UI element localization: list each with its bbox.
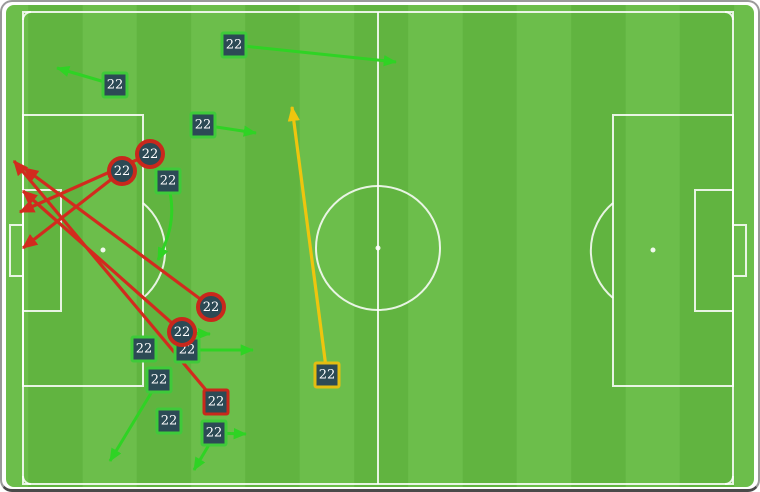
green-pass-arrow <box>108 379 161 462</box>
event-marker-square-green[interactable]: 22 <box>189 111 217 139</box>
goal-right <box>732 224 747 277</box>
red-pass-arrow <box>21 169 123 250</box>
event-marker-square-green[interactable]: 22 <box>145 366 173 394</box>
event-marker-square-green[interactable]: 22 <box>155 407 183 435</box>
event-marker-square-green[interactable]: 22 <box>200 419 228 447</box>
event-marker-circle-red[interactable]: 22 <box>135 139 165 169</box>
red-pass-arrow <box>22 166 212 309</box>
corner-arc-bottom-right <box>724 475 734 485</box>
center-spot <box>375 245 381 251</box>
corner-arc-top-right <box>724 11 734 21</box>
event-marker-circle-red[interactable]: 22 <box>196 292 226 322</box>
event-marker-circle-red[interactable]: 22 <box>107 156 137 186</box>
green-pass-arrow <box>233 43 397 67</box>
green-pass-arrow <box>156 184 174 261</box>
event-marker-square-yellow[interactable]: 22 <box>313 361 341 389</box>
red-pass-arrow <box>21 189 184 334</box>
event-marker-square-red[interactable]: 22 <box>202 388 230 416</box>
penalty-spot-left <box>100 247 106 253</box>
corner-arc-bottom-left <box>22 475 32 485</box>
event-marker-square-green[interactable]: 22 <box>130 335 158 363</box>
penalty-spot-right <box>650 247 656 253</box>
goal-left <box>9 224 24 277</box>
yellow-pass-arrow <box>287 105 329 376</box>
event-marker-circle-red[interactable]: 22 <box>167 317 197 347</box>
event-marker-square-green[interactable]: 22 <box>154 167 182 195</box>
center-circle <box>315 185 441 311</box>
event-marker-square-green[interactable]: 22 <box>220 31 248 59</box>
penalty-arc-right <box>589 202 614 299</box>
corner-arc-top-left <box>22 11 32 21</box>
event-marker-square-green[interactable]: 22 <box>101 71 129 99</box>
